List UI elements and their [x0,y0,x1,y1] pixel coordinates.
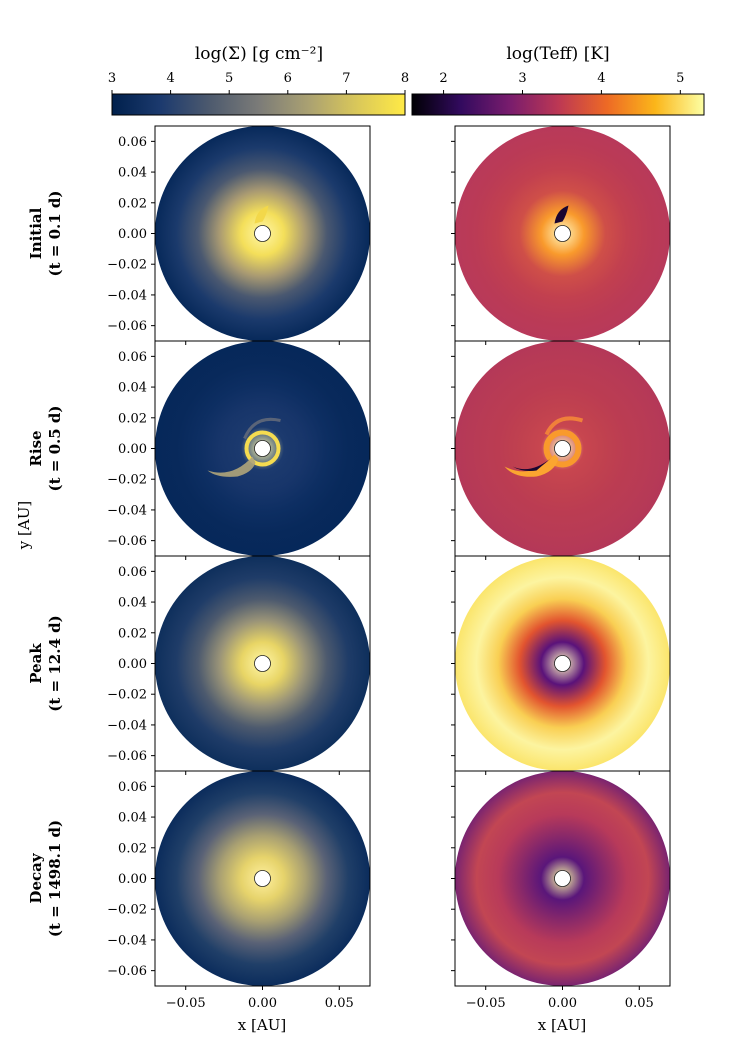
x-tick-label: 0.05 [325,996,354,1011]
spiral-arm-feature [207,456,256,477]
sigma-panel-decay: 0.06 0.04 0.02 0.00 −0.02 −0.04 −0.06 −0.05 0.00… [107,770,371,1011]
central-hole [254,225,271,242]
y-tick-label: −0.02 [107,688,147,703]
colorbar-tick-label: 4 [166,71,174,86]
gas-stream-feature [554,205,569,224]
spiral-arm-feature [243,417,281,440]
colorbar-tick-label: 8 [401,71,409,86]
row-label-name: Decay [27,852,45,903]
x-tick-label: −0.05 [166,996,206,1011]
colorbar-tick-label: 5 [676,71,684,86]
central-hole [554,870,571,887]
colorbar-tick-label: 7 [342,71,350,86]
central-hole [254,440,271,457]
x-tick-label: 0.05 [625,996,654,1011]
y-tick-label: 0.06 [118,780,147,795]
teff-colorbar-title: log(Teff) [K] [506,44,609,64]
row-label-time: (t = 1498.1 d) [46,820,64,937]
y-tick-label: −0.04 [107,288,147,303]
y-tick-label: −0.04 [107,718,147,733]
y-tick-label: 0.06 [118,565,147,580]
teff-panel-peak [451,555,671,775]
row-label-name: Peak [27,643,45,684]
spiral-arm-feature [544,416,584,436]
central-hole [254,655,271,672]
y-tick-label: 0.02 [118,196,147,211]
sigma-panel-initial: 0.06 0.04 0.02 0.00 −0.02 −0.04 −0.06 [107,125,371,345]
ring-feature [543,429,582,468]
sigma-panel-peak: 0.06 0.04 0.02 0.00 −0.02 −0.04 −0.06 [107,555,371,775]
y-axis-label: y [AU] [15,501,33,550]
y-tick-label: 0.04 [118,596,147,611]
row-label-time: (t = 12.4 d) [46,615,64,711]
y-tick-label: 0.02 [118,626,147,641]
y-tick-label: −0.02 [107,258,147,273]
central-hole [554,225,571,242]
y-tick-label: 0.00 [118,227,147,242]
sigma-colorbar [111,93,406,116]
y-tick-label: −0.04 [107,933,147,948]
sigma-panel-rise: 0.06 0.04 0.02 0.00 −0.02 −0.04 −0.06 [107,340,371,560]
teff-panel-decay: −0.05 0.00 0.05 [451,770,671,1011]
y-tick-label: −0.06 [107,319,147,334]
colorbar-tick-label: 5 [225,71,233,86]
teff-colorbar [411,93,705,116]
y-tick-label: 0.04 [118,381,147,396]
gas-stream-feature [254,205,269,224]
y-tick-label: 0.02 [118,841,147,856]
sigma-colorbar-title: log(Σ) [g cm⁻²] [195,44,323,64]
spiral-arm-feature [504,454,559,477]
y-tick-label: 0.00 [118,657,147,672]
y-tick-label: −0.06 [107,964,147,979]
y-tick-label: −0.04 [107,503,147,518]
colorbar-tick-label: 3 [518,71,526,86]
y-tick-label: −0.06 [107,749,147,764]
x-tick-label: 0.00 [248,996,277,1011]
row-label-name: Rise [27,430,45,466]
row-label-name: Initial [27,207,45,259]
colorbar-tick-label: 6 [284,71,292,86]
y-tick-label: 0.06 [118,135,147,150]
y-tick-label: 0.02 [118,411,147,426]
colorbar-tick-label: 3 [108,71,116,86]
y-tick-label: 0.00 [118,442,147,457]
y-tick-label: 0.04 [118,166,147,181]
y-tick-label: −0.02 [107,473,147,488]
y-tick-label: 0.00 [118,872,147,887]
central-hole [254,870,271,887]
x-axis-label-left: x [AU] [238,1016,286,1034]
colorbar-tick-label: 2 [439,71,447,86]
y-tick-label: −0.02 [107,903,147,918]
central-hole [554,655,571,672]
teff-panel-rise [451,340,671,560]
row-label-time: (t = 0.5 d) [46,406,64,492]
x-tick-label: −0.05 [466,996,506,1011]
row-label-time: (t = 0.1 d) [46,191,64,277]
ring-feature [244,430,281,467]
spiral-arm-feature [512,458,551,471]
y-tick-label: −0.06 [107,534,147,549]
x-tick-label: 0.00 [548,996,577,1011]
x-axis-label-right: x [AU] [538,1016,586,1034]
central-hole [554,440,571,457]
y-tick-label: 0.06 [118,350,147,365]
colorbar-tick-label: 4 [597,71,605,86]
teff-panel-initial [451,125,671,345]
y-tick-label: 0.04 [118,811,147,826]
